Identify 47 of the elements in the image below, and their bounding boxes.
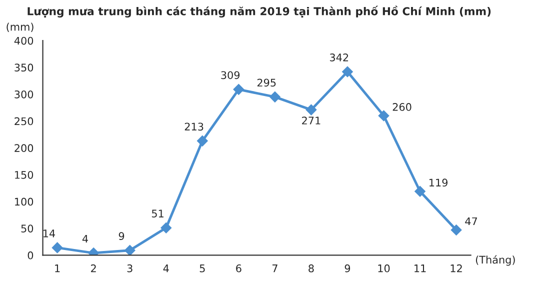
data-label: 295: [257, 78, 276, 87]
x-tick-label: 6: [236, 264, 242, 272]
x-tick-label: 5: [200, 264, 205, 272]
point: [233, 84, 244, 95]
data-label: 213: [184, 122, 204, 131]
y-tick-label: 150: [15, 170, 34, 179]
y-tick-label: 0: [28, 251, 34, 260]
point: [414, 186, 426, 197]
x-tick-label: 7: [272, 264, 278, 272]
data-label: 342: [330, 53, 348, 62]
point: [270, 92, 280, 102]
y-tick-label: 350: [14, 64, 34, 72]
x-tick-label: 2: [91, 264, 96, 272]
data-label: 4: [82, 234, 88, 243]
data-label: 271: [302, 116, 320, 124]
point: [160, 222, 172, 234]
chart-title: Lượng mưa trung bình các tháng năm 2019 tại Thành phố Hồ Chí Minh (mm): [28, 6, 491, 18]
point: [378, 110, 390, 122]
point: [124, 244, 136, 256]
y-tick-label: 250: [14, 117, 34, 126]
x-tick-label: 1: [55, 264, 60, 272]
y-tick-label: 300: [14, 90, 34, 98]
data-label: 9: [118, 232, 124, 240]
x-tick-label: 3: [127, 264, 132, 272]
data-label: 309: [221, 71, 240, 80]
y-tick-label: 200: [14, 144, 34, 152]
data-label: 260: [392, 103, 412, 111]
point: [342, 66, 353, 78]
y-tick-label: 50: [21, 224, 34, 232]
data-label: 51: [152, 210, 164, 218]
point: [196, 135, 208, 146]
x-tick-label: 8: [308, 264, 314, 272]
y-tick-label: 100: [15, 198, 34, 206]
y-axis-title: (mm): [6, 22, 34, 32]
y-tick-label: 400: [14, 36, 34, 45]
x-tick-label: 9: [344, 264, 350, 272]
data-label: 47: [465, 217, 477, 226]
x-tick-label: 11: [414, 264, 426, 272]
point: [306, 104, 317, 116]
x-tick-label: 12: [450, 264, 462, 272]
point: [450, 224, 462, 236]
x-tick-label: 4: [163, 264, 169, 272]
data-label: 119: [430, 178, 448, 187]
x-tick-label: 10: [378, 264, 390, 272]
point: [52, 242, 63, 254]
data-label: 14: [43, 230, 56, 238]
x-axis-title: (Tháng): [476, 255, 515, 266]
